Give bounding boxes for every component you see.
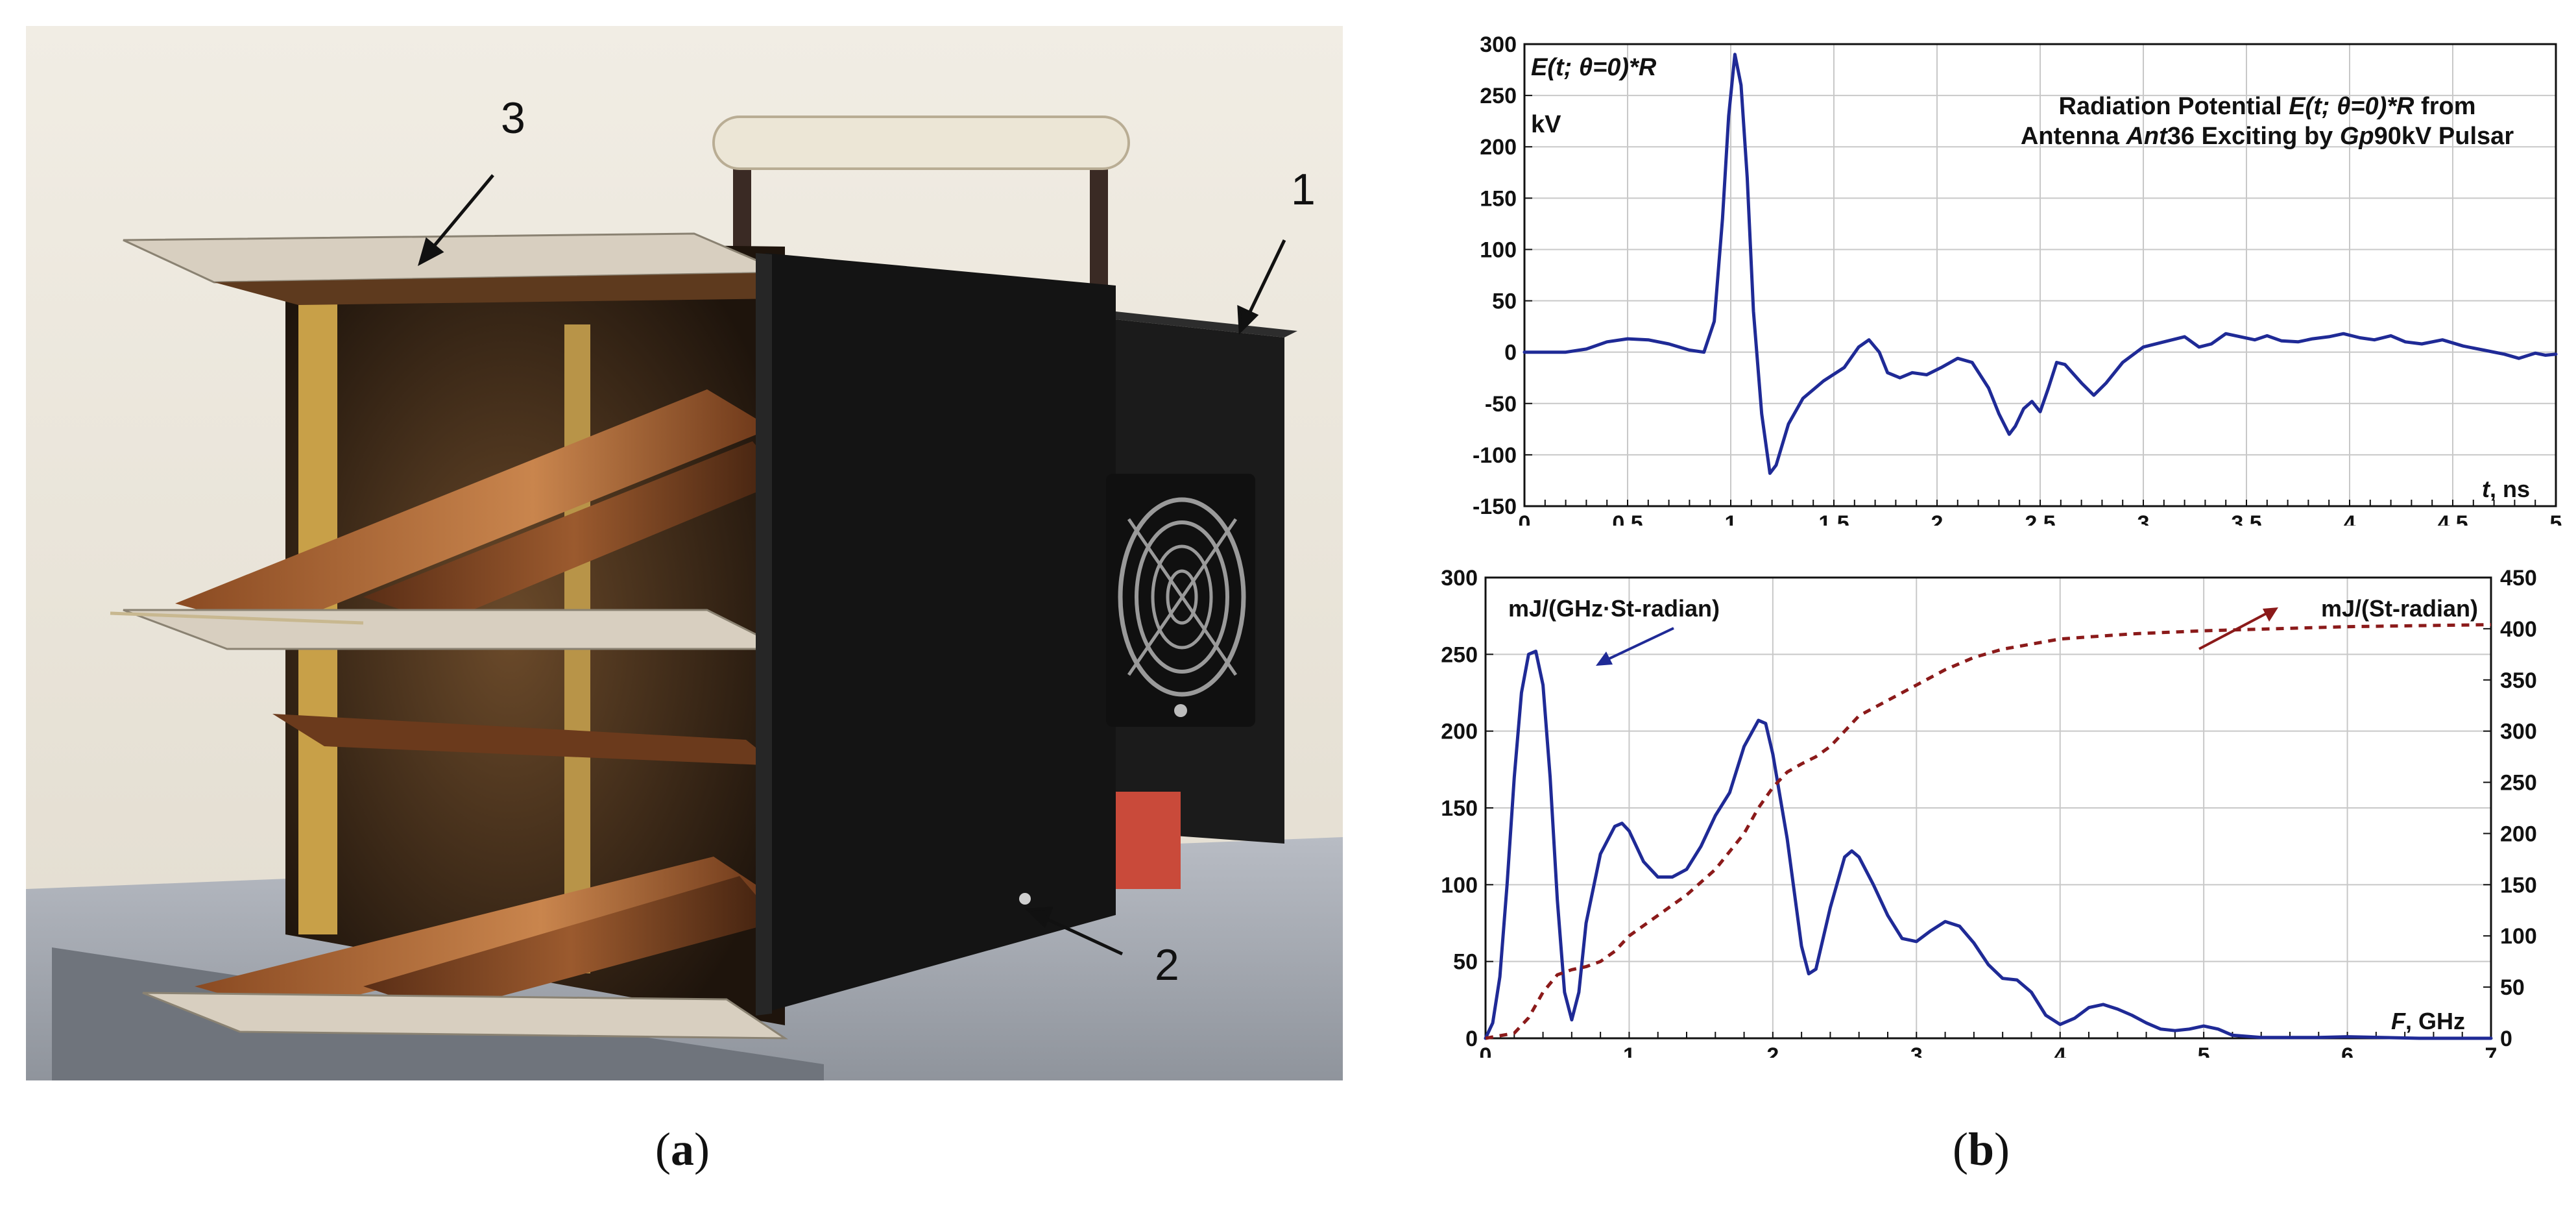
- caption-b: (b): [1953, 1123, 2010, 1175]
- y-tick-label: -100: [1473, 443, 1517, 468]
- x-tick-label: 0: [1480, 1043, 1492, 1058]
- y2-tick-label: 150: [2500, 873, 2537, 897]
- y2-tick-label: 350: [2500, 668, 2537, 693]
- x-tick-label: 3.5: [2231, 511, 2261, 526]
- x-tick-label: 5: [2550, 511, 2562, 526]
- y2-tick-label: 400: [2500, 617, 2537, 642]
- y-tick-label: 100: [1441, 873, 1478, 897]
- annotation-label-2: mJ/(St-radian): [2321, 595, 2478, 622]
- y-tick-label: 100: [1480, 238, 1517, 262]
- radiation-potential-chart: 0 0.5 1 1.5 2 2.5 3 3.5 4 4.5 5 -150 -100 -50 0 50 100 15…: [1473, 32, 2562, 526]
- x-axis-label: F, GHz: [2391, 1008, 2465, 1034]
- x-tick-label: 6: [2341, 1043, 2353, 1058]
- y-tick-label: 50: [1453, 950, 1478, 975]
- x-tick-label: 2: [1766, 1043, 1779, 1058]
- x-tick-label: 4.5: [2437, 511, 2468, 526]
- front-panel: [765, 253, 1116, 1012]
- y-tick-label: 250: [1441, 642, 1478, 667]
- chart-title: Antenna Ant36 Exciting by Gp90kV Pulsar: [2021, 123, 2514, 150]
- chart-title: Radiation Potential E(t; θ=0)*R from: [2059, 93, 2476, 120]
- series-line-1: [1523, 53, 2558, 475]
- x-tick-label: 2: [1931, 511, 1944, 526]
- x-tick-label: 7: [2485, 1043, 2498, 1058]
- y-tick-label: 50: [1492, 289, 1517, 314]
- radiation-energy-spectrum-chart: 0 1 2 3 4 5 6 705010015020025030005010015020025…: [1441, 566, 2537, 1058]
- copper-plate-upper: [175, 389, 772, 629]
- y2-tick-label: 450: [2500, 566, 2537, 591]
- y-tick-label: 200: [1441, 720, 1478, 744]
- annotation-arrowhead-1: [1596, 652, 1613, 666]
- x-tick-label: 3: [2137, 511, 2150, 526]
- y-tick-label: 200: [1480, 135, 1517, 160]
- callout-2: 2: [1155, 940, 1179, 990]
- annotation-arrowhead-2: [2263, 607, 2278, 622]
- x-tick-label: 0: [1519, 511, 1531, 526]
- callout-arrows: [417, 174, 1286, 956]
- copper-plate-lower: [195, 857, 772, 1012]
- annotation-label-1: mJ/(GHz·St-radian): [1508, 595, 1720, 622]
- y2-tick-label: 200: [2500, 822, 2537, 846]
- y-tick-label: -150: [1473, 494, 1517, 519]
- y-tick-label: 250: [1480, 84, 1517, 108]
- y-tick-label: -50: [1485, 392, 1517, 417]
- x-tick-label: 3: [1910, 1043, 1923, 1058]
- x-axis-label: t, ns: [2482, 476, 2530, 502]
- y-axis-label: kV: [1531, 111, 1561, 138]
- x-tick-label: 0.5: [1612, 511, 1643, 526]
- y2-tick-label: 250: [2500, 771, 2537, 796]
- callout-1: 1: [1291, 165, 1316, 214]
- y-tick-label: 150: [1480, 186, 1517, 211]
- middle-plate: [123, 609, 786, 650]
- cooling-fan: [1106, 474, 1255, 727]
- y2-tick-label: 0: [2500, 1027, 2512, 1051]
- y-tick-label: 300: [1441, 566, 1478, 591]
- x-tick-label: 4: [2054, 1043, 2066, 1058]
- bottom-plate: [142, 992, 789, 1040]
- y-tick-label: 0: [1465, 1027, 1478, 1051]
- y2-tick-label: 100: [2500, 924, 2537, 949]
- antenna-photo: 3 1 2: [26, 26, 1343, 1080]
- x-tick-label: 4: [2344, 511, 2356, 526]
- y2-tick-label: 300: [2500, 720, 2537, 744]
- x-tick-label: 2.5: [2025, 511, 2055, 526]
- y2-tick-label: 50: [2500, 975, 2525, 1000]
- annotation-arrow-1: [1602, 627, 1674, 663]
- x-tick-label: 5: [2198, 1043, 2210, 1058]
- y-axis-label: E(t; θ=0)*R: [1531, 54, 1657, 81]
- series-line-1: [1484, 650, 2493, 1040]
- handle-grip: [712, 116, 1130, 170]
- y-tick-label: 150: [1441, 796, 1478, 821]
- y-tick-label: 0: [1504, 341, 1517, 365]
- y-tick-label: 300: [1480, 32, 1517, 57]
- x-tick-label: 1.5: [1818, 511, 1849, 526]
- x-tick-label: 1: [1623, 1043, 1635, 1058]
- caption-a: (a): [655, 1123, 710, 1175]
- annotation-arrow-2: [2198, 610, 2271, 650]
- x-tick-label: 1: [1725, 511, 1737, 526]
- callout-3: 3: [501, 93, 525, 143]
